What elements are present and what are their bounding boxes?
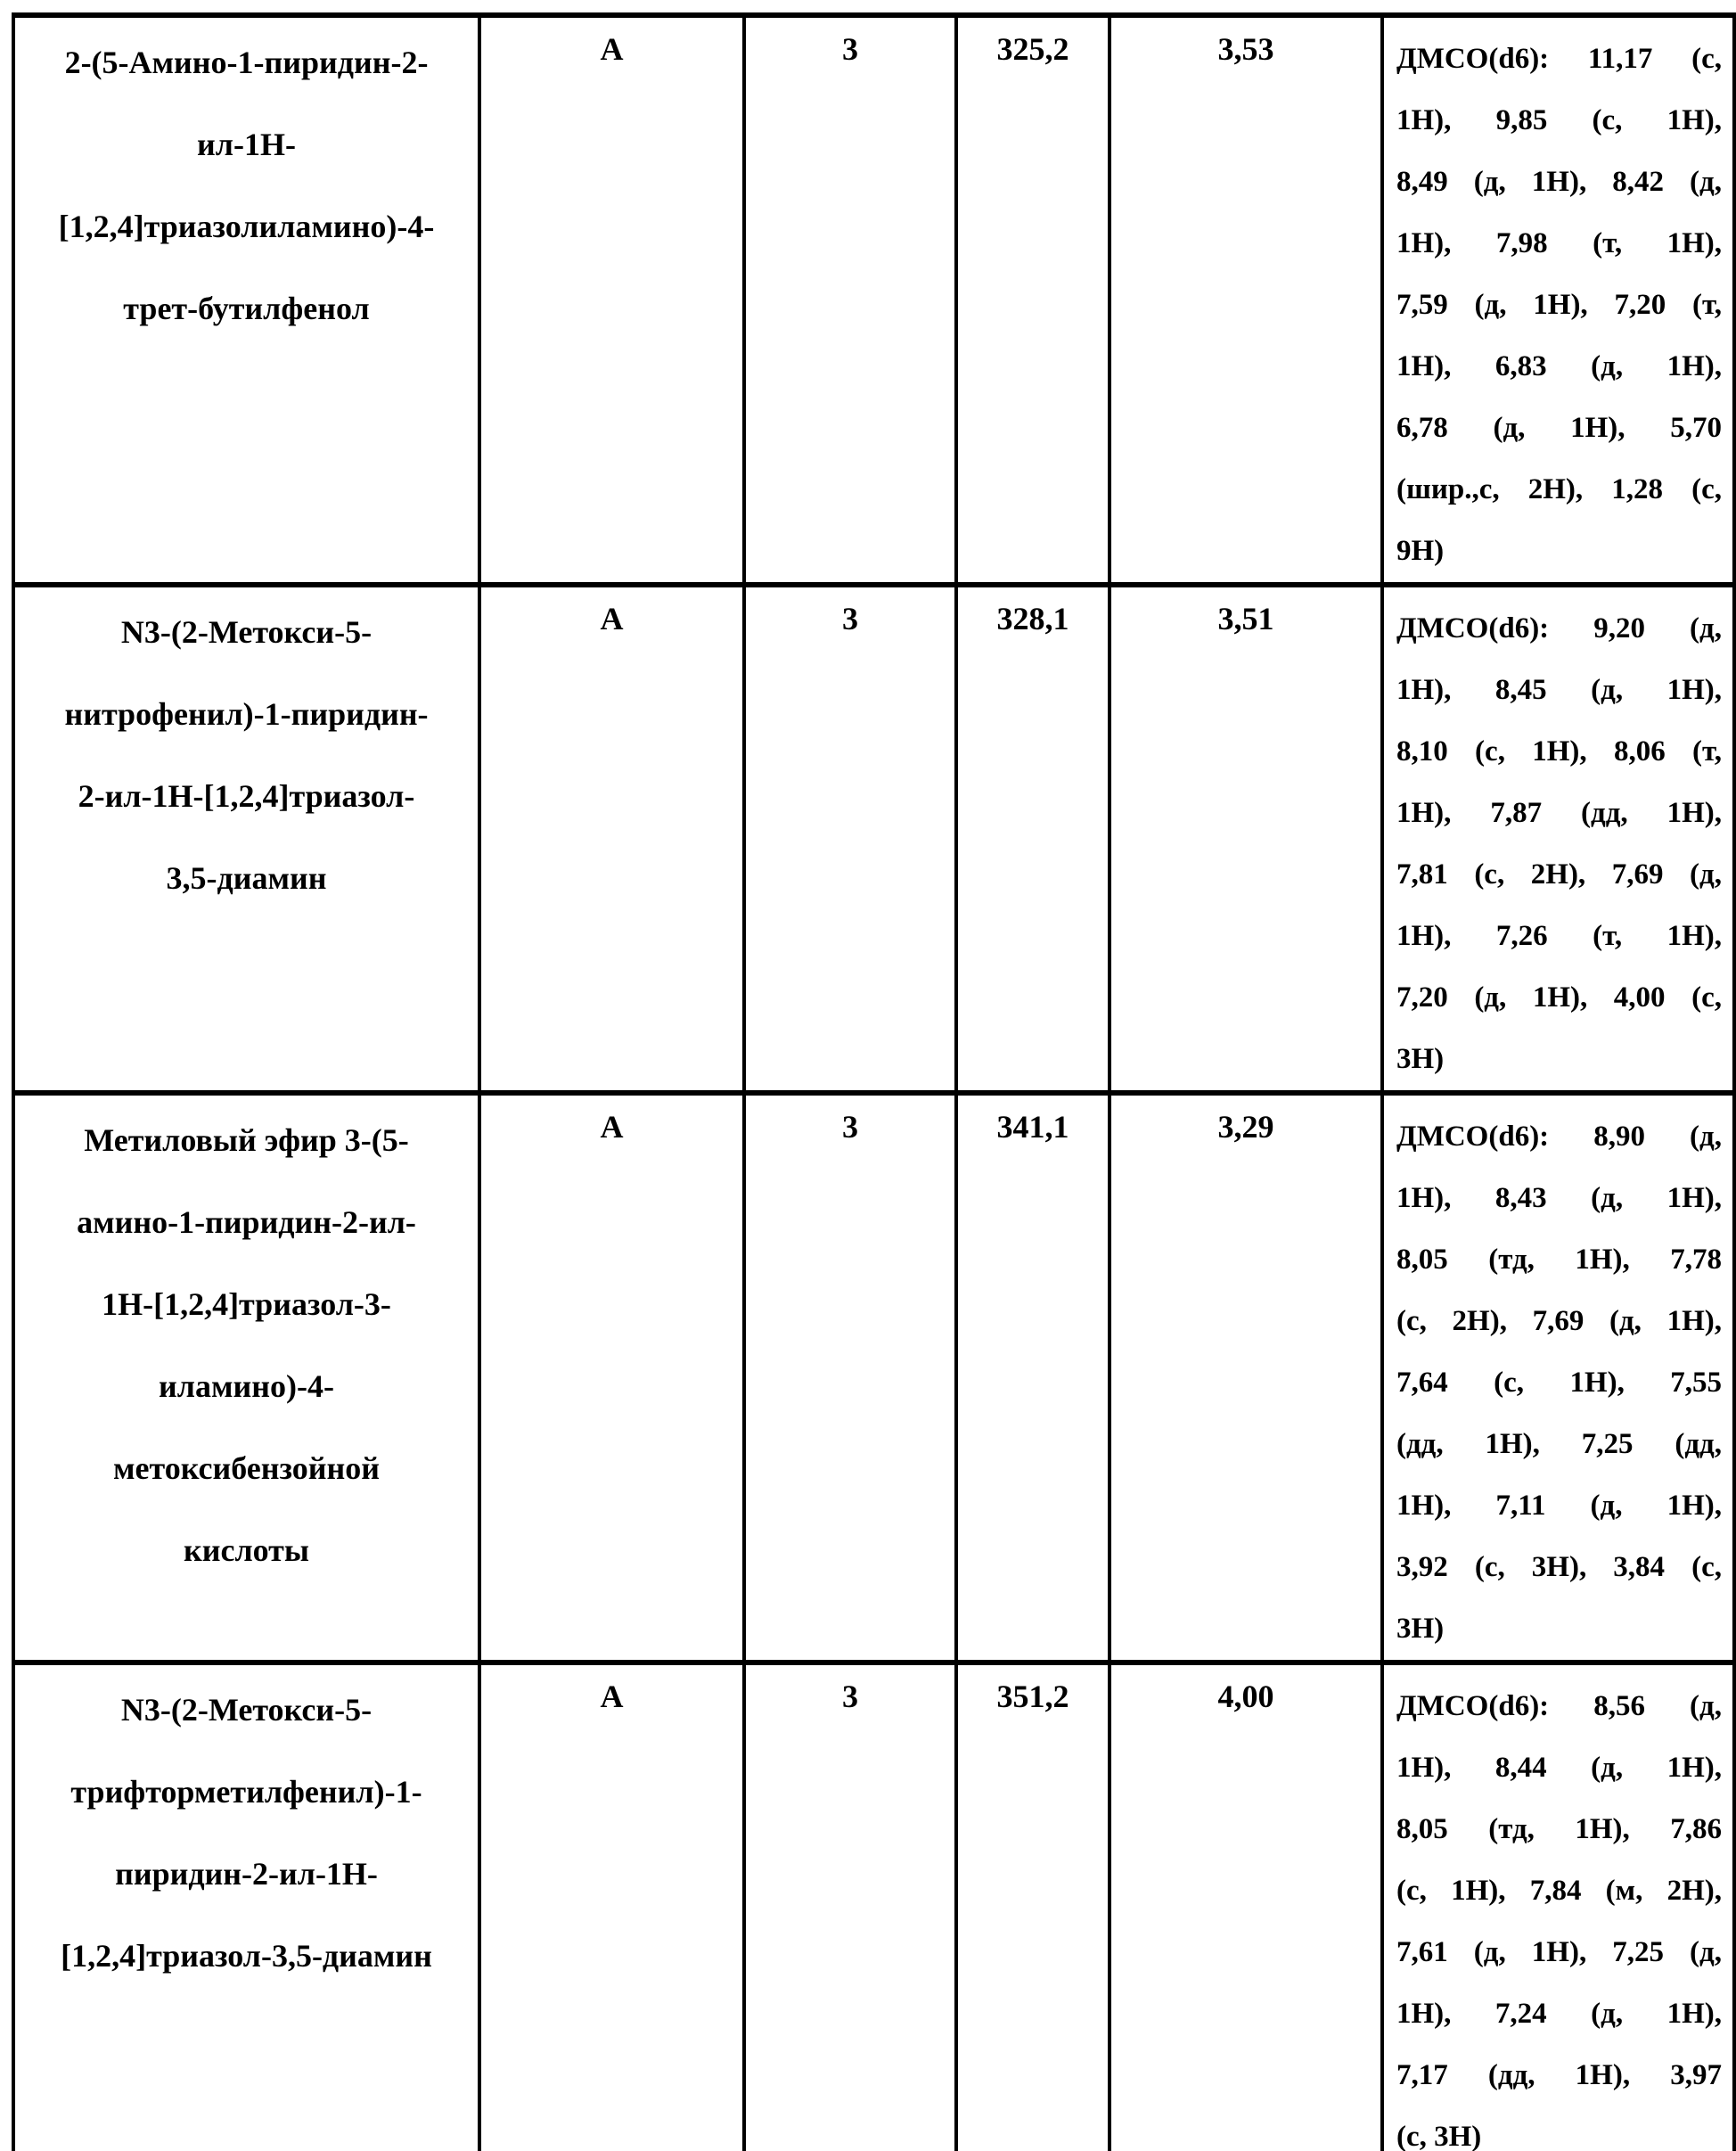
method-value: А bbox=[600, 601, 624, 636]
compound-name-line: ил-1Н- bbox=[197, 127, 296, 162]
nmr-line: 3Н) bbox=[1396, 1043, 1445, 1075]
mass-cell: 328,1 bbox=[954, 582, 1111, 1096]
mass-cell: 341,1 bbox=[954, 1090, 1111, 1665]
compound-name-line: N3-(2-Метокси-5- bbox=[120, 614, 373, 650]
mass-value: 351,2 bbox=[996, 1679, 1069, 1714]
example-value: 3 bbox=[842, 1679, 858, 1714]
nmr-line: 8,05 (тд, 1Н), 7,86 bbox=[1396, 1813, 1722, 1845]
method-value: А bbox=[600, 1109, 624, 1145]
nmr-line: ДМСО(d6): 8,90 (д, bbox=[1396, 1121, 1722, 1153]
nmr-cell: ДМСО(d6): 8,90 (д, 1Н), 8,43 (д, 1Н), 8,… bbox=[1380, 1090, 1736, 1665]
nmr-line: 8,10 (с, 1Н), 8,06 (т, bbox=[1396, 735, 1722, 768]
nmr-line: 1Н), 7,11 (д, 1Н), bbox=[1396, 1490, 1722, 1522]
nmr-line: ДМСО(d6): 8,56 (д, bbox=[1396, 1690, 1722, 1722]
compound-name-cell: N3-(2-Метокси-5- трифторметилфенил)-1- п… bbox=[12, 1660, 481, 2151]
nmr-line: (с, 2Н), 7,69 (д, 1Н), bbox=[1396, 1305, 1722, 1337]
example-value: 3 bbox=[842, 31, 858, 67]
nmr-line: 7,20 (д, 1Н), 4,00 (с, bbox=[1396, 981, 1722, 1014]
nmr-line: 1Н), 7,24 (д, 1Н), bbox=[1396, 1998, 1722, 2030]
example-cell: 3 bbox=[742, 1090, 958, 1665]
example-value: 3 bbox=[842, 1109, 858, 1145]
compound-name-line: нитрофенил)-1-пиридин- bbox=[64, 696, 429, 732]
nmr-line: ДМСО(d6): 11,17 (с, bbox=[1396, 43, 1722, 75]
nmr-line: 7,17 (дд, 1Н), 3,97 bbox=[1396, 2059, 1722, 2091]
retention-cell: 4,00 bbox=[1108, 1660, 1384, 2151]
retention-cell: 3,53 bbox=[1108, 12, 1384, 587]
nmr-cell: ДМСО(d6): 8,56 (д, 1Н), 8,44 (д, 1Н), 8,… bbox=[1380, 1660, 1736, 2151]
retention-cell: 3,29 bbox=[1108, 1090, 1384, 1665]
compound-name-line: амино-1-пиридин-2-ил- bbox=[77, 1204, 416, 1240]
table-row: Метиловый эфир 3-(5- амино-1-пиридин-2-и… bbox=[12, 1090, 1736, 1665]
method-cell: А bbox=[478, 12, 746, 587]
compound-name-line: [1,2,4]триазол-3,5-диамин bbox=[61, 1938, 432, 1974]
nmr-line: 6,78 (д, 1Н), 5,70 bbox=[1396, 412, 1722, 444]
compound-name-line: трифторметилфенил)-1- bbox=[70, 1774, 422, 1810]
example-value: 3 bbox=[842, 601, 858, 636]
nmr-line: 1Н), 6,83 (д, 1Н), bbox=[1396, 350, 1722, 382]
compound-name-line: кислоты bbox=[184, 1532, 309, 1568]
compound-name-line: N3-(2-Метокси-5- bbox=[120, 1692, 373, 1728]
nmr-line: 3,92 (с, 3Н), 3,84 (с, bbox=[1396, 1551, 1722, 1583]
table-row: 2-(5-Амино-1-пиридин-2- ил-1Н- [1,2,4]тр… bbox=[12, 12, 1736, 587]
compound-name-line: 2-ил-1Н-[1,2,4]триазол- bbox=[78, 778, 415, 814]
nmr-line: 8,05 (тд, 1Н), 7,78 bbox=[1396, 1244, 1722, 1276]
retention-value: 3,29 bbox=[1217, 1109, 1274, 1145]
compound-name-cell: 2-(5-Амино-1-пиридин-2- ил-1Н- [1,2,4]тр… bbox=[12, 12, 481, 587]
mass-value: 325,2 bbox=[996, 31, 1069, 67]
retention-value: 4,00 bbox=[1217, 1679, 1274, 1714]
mass-cell: 325,2 bbox=[954, 12, 1111, 587]
nmr-line: 1Н), 8,45 (д, 1Н), bbox=[1396, 674, 1722, 706]
compound-name-line: 3,5-диамин bbox=[166, 860, 327, 896]
method-value: А bbox=[600, 31, 624, 67]
nmr-line: (с, 1Н), 7,84 (м, 2Н), bbox=[1396, 1875, 1722, 1907]
nmr-line: ДМСО(d6): 9,20 (д, bbox=[1396, 612, 1722, 644]
compound-name-line: пиридин-2-ил-1Н- bbox=[115, 1856, 378, 1892]
example-cell: 3 bbox=[742, 12, 958, 587]
nmr-line: 1Н), 7,98 (т, 1Н), bbox=[1396, 227, 1722, 259]
nmr-line: 1Н), 9,85 (с, 1Н), bbox=[1396, 104, 1722, 136]
compound-name-line: метоксибензойной bbox=[112, 1450, 380, 1486]
nmr-line: 7,81 (с, 2Н), 7,69 (д, bbox=[1396, 858, 1722, 891]
example-cell: 3 bbox=[742, 1660, 958, 2151]
compound-name-line: 1Н-[1,2,4]триазол-3- bbox=[102, 1286, 391, 1322]
mass-cell: 351,2 bbox=[954, 1660, 1111, 2151]
nmr-line: 7,59 (д, 1Н), 7,20 (т, bbox=[1396, 289, 1722, 321]
method-value: А bbox=[600, 1679, 624, 1714]
nmr-cell: ДМСО(d6): 9,20 (д, 1Н), 8,45 (д, 1Н), 8,… bbox=[1380, 582, 1736, 1096]
mass-value: 341,1 bbox=[996, 1109, 1069, 1145]
nmr-line: (шир.,с, 2Н), 1,28 (с, bbox=[1396, 473, 1722, 505]
method-cell: А bbox=[478, 582, 746, 1096]
compound-name-line: [1,2,4]триазолиламино)-4- bbox=[58, 209, 435, 244]
table-row: N3-(2-Метокси-5- нитрофенил)-1-пиридин- … bbox=[12, 582, 1736, 1096]
nmr-cell: ДМСО(d6): 11,17 (с, 1Н), 9,85 (с, 1Н), 8… bbox=[1380, 12, 1736, 587]
nmr-line: 1Н), 7,26 (т, 1Н), bbox=[1396, 920, 1722, 952]
mass-value: 328,1 bbox=[996, 601, 1069, 636]
compound-name-line: 2-(5-Амино-1-пиридин-2- bbox=[64, 45, 429, 80]
nmr-line: 9Н) bbox=[1396, 535, 1445, 567]
nmr-line: 7,64 (с, 1Н), 7,55 bbox=[1396, 1367, 1722, 1399]
compound-data-table: 2-(5-Амино-1-пиридин-2- ил-1Н- [1,2,4]тр… bbox=[12, 12, 1736, 2151]
example-cell: 3 bbox=[742, 582, 958, 1096]
compound-name-cell: Метиловый эфир 3-(5- амино-1-пиридин-2-и… bbox=[12, 1090, 481, 1665]
compound-name-line: трет-бутилфенол bbox=[123, 291, 370, 326]
nmr-line: 1Н), 8,44 (д, 1Н), bbox=[1396, 1752, 1722, 1784]
method-cell: А bbox=[478, 1090, 746, 1665]
nmr-line: 8,49 (д, 1Н), 8,42 (д, bbox=[1396, 166, 1722, 198]
retention-value: 3,51 bbox=[1217, 601, 1274, 636]
method-cell: А bbox=[478, 1660, 746, 2151]
nmr-line: (с, 3Н) bbox=[1396, 2121, 1482, 2151]
table-row: N3-(2-Метокси-5- трифторметилфенил)-1- п… bbox=[12, 1660, 1736, 2151]
nmr-line: 7,61 (д, 1Н), 7,25 (д, bbox=[1396, 1936, 1722, 1968]
retention-cell: 3,51 bbox=[1108, 582, 1384, 1096]
compound-name-line: иламино)-4- bbox=[159, 1368, 334, 1404]
nmr-line: 3Н) bbox=[1396, 1613, 1445, 1645]
nmr-line: 1Н), 7,87 (дд, 1Н), bbox=[1396, 797, 1722, 829]
nmr-line: (дд, 1Н), 7,25 (дд, bbox=[1396, 1428, 1722, 1460]
compound-name-line: Метиловый эфир 3-(5- bbox=[84, 1122, 409, 1158]
nmr-line: 1Н), 8,43 (д, 1Н), bbox=[1396, 1182, 1722, 1214]
compound-name-cell: N3-(2-Метокси-5- нитрофенил)-1-пиридин- … bbox=[12, 582, 481, 1096]
retention-value: 3,53 bbox=[1217, 31, 1274, 67]
